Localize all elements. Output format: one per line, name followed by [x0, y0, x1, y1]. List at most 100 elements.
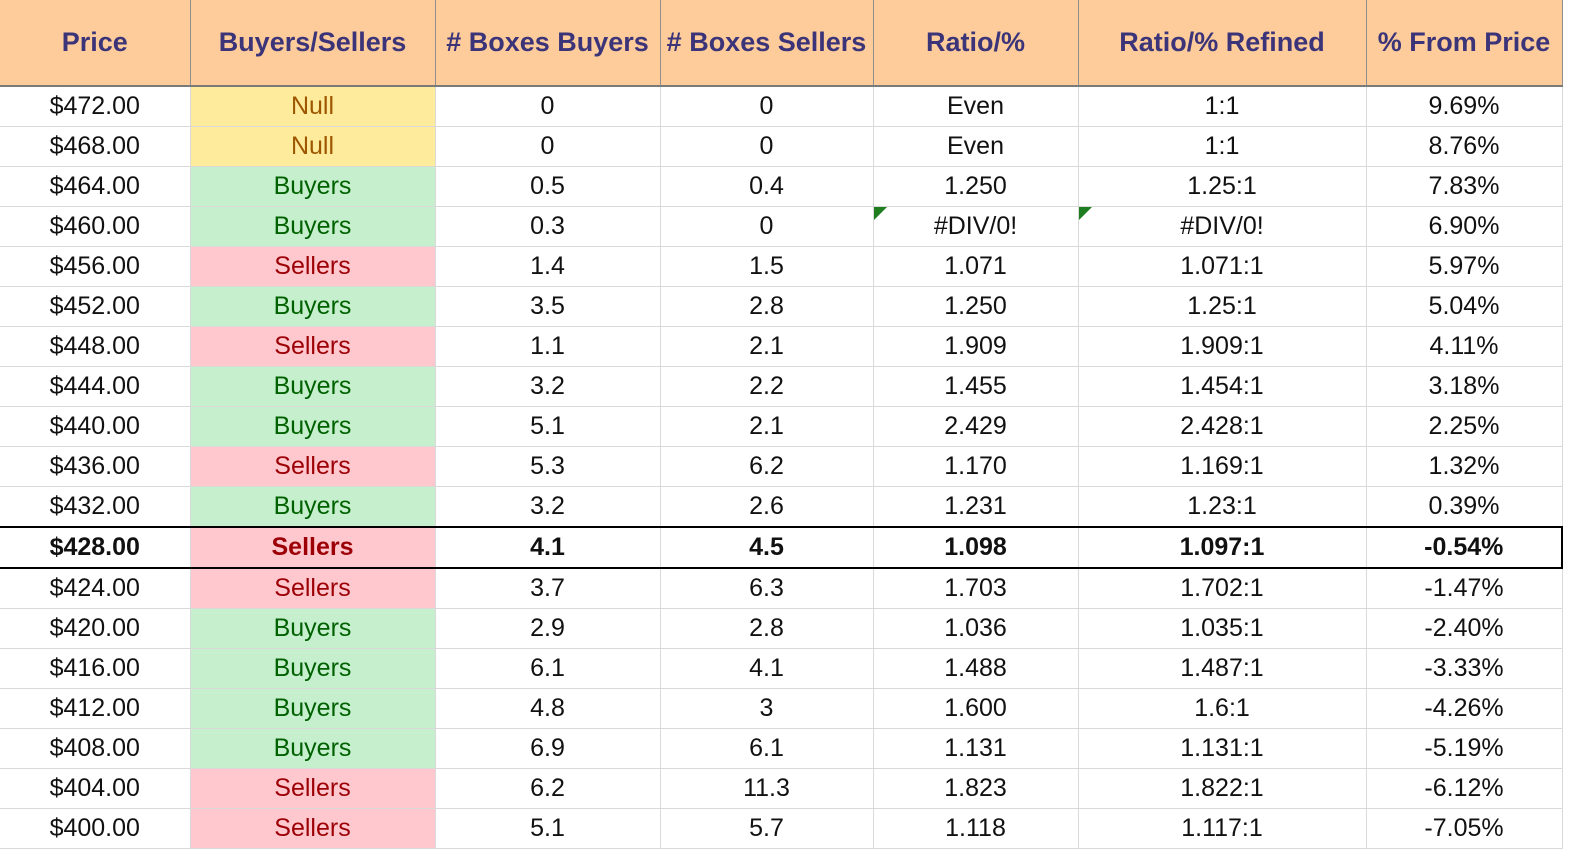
header-price[interactable]: Price: [0, 0, 191, 87]
ratio-refined-cell[interactable]: 1.25:1: [1078, 166, 1367, 207]
side-cell[interactable]: Sellers: [190, 808, 436, 849]
boxes-buyers-cell[interactable]: 4.1: [435, 526, 661, 569]
from-price-cell[interactable]: 8.76%: [1366, 126, 1563, 167]
side-cell[interactable]: Buyers: [190, 366, 436, 407]
boxes-buyers-cell[interactable]: 3.7: [435, 568, 661, 609]
ratio-refined-cell[interactable]: 1.25:1: [1078, 286, 1367, 327]
boxes-sellers-cell[interactable]: 2.8: [660, 286, 874, 327]
ratio-cell[interactable]: 1.131: [873, 728, 1079, 769]
ratio-cell[interactable]: Even: [873, 86, 1079, 127]
ratio-cell[interactable]: 1.250: [873, 166, 1079, 207]
boxes-sellers-cell[interactable]: 6.1: [660, 728, 874, 769]
ratio-refined-cell[interactable]: 1.702:1: [1078, 568, 1367, 609]
ratio-refined-cell[interactable]: 1.909:1: [1078, 326, 1367, 367]
boxes-sellers-cell[interactable]: 6.2: [660, 446, 874, 487]
price-cell[interactable]: $424.00: [0, 568, 191, 609]
ratio-cell[interactable]: 1.909: [873, 326, 1079, 367]
boxes-buyers-cell[interactable]: 6.9: [435, 728, 661, 769]
boxes-sellers-cell[interactable]: 0.4: [660, 166, 874, 207]
price-cell[interactable]: $428.00: [0, 526, 191, 569]
side-cell[interactable]: Sellers: [190, 568, 436, 609]
boxes-buyers-cell[interactable]: 6.1: [435, 648, 661, 689]
side-cell[interactable]: Sellers: [190, 446, 436, 487]
boxes-sellers-cell[interactable]: 2.1: [660, 326, 874, 367]
ratio-refined-cell[interactable]: 1.097:1: [1078, 526, 1367, 569]
from-price-cell[interactable]: 2.25%: [1366, 406, 1563, 447]
header-boxes-sellers[interactable]: # Boxes Sellers: [660, 0, 874, 87]
from-price-cell[interactable]: -6.12%: [1366, 768, 1563, 809]
ratio-cell[interactable]: 1.170: [873, 446, 1079, 487]
price-cell[interactable]: $460.00: [0, 206, 191, 247]
boxes-sellers-cell[interactable]: 3: [660, 688, 874, 729]
ratio-refined-cell[interactable]: 1.117:1: [1078, 808, 1367, 849]
header-boxes-buyers[interactable]: # Boxes Buyers: [435, 0, 661, 87]
side-cell[interactable]: Sellers: [190, 246, 436, 287]
ratio-refined-cell[interactable]: 1:1: [1078, 126, 1367, 167]
boxes-sellers-cell[interactable]: 5.7: [660, 808, 874, 849]
price-cell[interactable]: $400.00: [0, 808, 191, 849]
from-price-cell[interactable]: -7.05%: [1366, 808, 1563, 849]
price-cell[interactable]: $420.00: [0, 608, 191, 649]
price-cell[interactable]: $468.00: [0, 126, 191, 167]
boxes-sellers-cell[interactable]: 6.3: [660, 568, 874, 609]
boxes-buyers-cell[interactable]: 0.5: [435, 166, 661, 207]
from-price-cell[interactable]: -1.47%: [1366, 568, 1563, 609]
price-cell[interactable]: $472.00: [0, 86, 191, 127]
ratio-refined-cell[interactable]: 1.487:1: [1078, 648, 1367, 689]
boxes-buyers-cell[interactable]: 1.4: [435, 246, 661, 287]
side-cell[interactable]: Sellers: [190, 768, 436, 809]
ratio-refined-cell[interactable]: 1.071:1: [1078, 246, 1367, 287]
ratio-refined-cell[interactable]: 1.23:1: [1078, 486, 1367, 528]
boxes-sellers-cell[interactable]: 2.2: [660, 366, 874, 407]
boxes-sellers-cell[interactable]: 0: [660, 206, 874, 247]
boxes-sellers-cell[interactable]: 11.3: [660, 768, 874, 809]
side-cell[interactable]: Sellers: [190, 526, 436, 569]
side-cell[interactable]: Buyers: [190, 648, 436, 689]
boxes-buyers-cell[interactable]: 5.1: [435, 406, 661, 447]
boxes-sellers-cell[interactable]: 4.1: [660, 648, 874, 689]
from-price-cell[interactable]: 1.32%: [1366, 446, 1563, 487]
ratio-refined-cell[interactable]: 1.6:1: [1078, 688, 1367, 729]
ratio-refined-cell[interactable]: 1.131:1: [1078, 728, 1367, 769]
ratio-refined-cell[interactable]: 1.035:1: [1078, 608, 1367, 649]
price-cell[interactable]: $452.00: [0, 286, 191, 327]
price-cell[interactable]: $448.00: [0, 326, 191, 367]
boxes-sellers-cell[interactable]: 2.1: [660, 406, 874, 447]
boxes-sellers-cell[interactable]: 4.5: [660, 526, 874, 569]
side-cell[interactable]: Buyers: [190, 286, 436, 327]
from-price-cell[interactable]: 0.39%: [1366, 486, 1563, 528]
from-price-cell[interactable]: 9.69%: [1366, 86, 1563, 127]
boxes-sellers-cell[interactable]: 1.5: [660, 246, 874, 287]
boxes-buyers-cell[interactable]: 3.5: [435, 286, 661, 327]
boxes-sellers-cell[interactable]: 0: [660, 126, 874, 167]
header-ratio[interactable]: Ratio/%: [873, 0, 1079, 87]
ratio-refined-cell[interactable]: 1.169:1: [1078, 446, 1367, 487]
ratio-cell[interactable]: 1.098: [873, 526, 1079, 569]
price-cell[interactable]: $456.00: [0, 246, 191, 287]
ratio-cell[interactable]: 1.071: [873, 246, 1079, 287]
from-price-cell[interactable]: -4.26%: [1366, 688, 1563, 729]
header-buyers-sellers[interactable]: Buyers/Sellers: [190, 0, 436, 87]
from-price-cell[interactable]: 6.90%: [1366, 206, 1563, 247]
price-cell[interactable]: $444.00: [0, 366, 191, 407]
ratio-refined-cell[interactable]: 1.822:1: [1078, 768, 1367, 809]
from-price-cell[interactable]: -2.40%: [1366, 608, 1563, 649]
ratio-refined-cell[interactable]: 2.428:1: [1078, 406, 1367, 447]
boxes-buyers-cell[interactable]: 0: [435, 126, 661, 167]
header-ratio-refined[interactable]: Ratio/% Refined: [1078, 0, 1367, 87]
from-price-cell[interactable]: -5.19%: [1366, 728, 1563, 769]
ratio-refined-cell[interactable]: 1.454:1: [1078, 366, 1367, 407]
side-cell[interactable]: Buyers: [190, 608, 436, 649]
side-cell[interactable]: Buyers: [190, 486, 436, 528]
boxes-buyers-cell[interactable]: 5.1: [435, 808, 661, 849]
error-indicator-icon[interactable]: [873, 207, 887, 220]
ratio-cell[interactable]: 2.429: [873, 406, 1079, 447]
boxes-buyers-cell[interactable]: 3.2: [435, 486, 661, 528]
from-price-cell[interactable]: 5.04%: [1366, 286, 1563, 327]
ratio-cell[interactable]: 1.118: [873, 808, 1079, 849]
ratio-cell[interactable]: 1.600: [873, 688, 1079, 729]
price-cell[interactable]: $408.00: [0, 728, 191, 769]
from-price-cell[interactable]: -3.33%: [1366, 648, 1563, 689]
side-cell[interactable]: Buyers: [190, 406, 436, 447]
ratio-cell[interactable]: 1.231: [873, 486, 1079, 528]
